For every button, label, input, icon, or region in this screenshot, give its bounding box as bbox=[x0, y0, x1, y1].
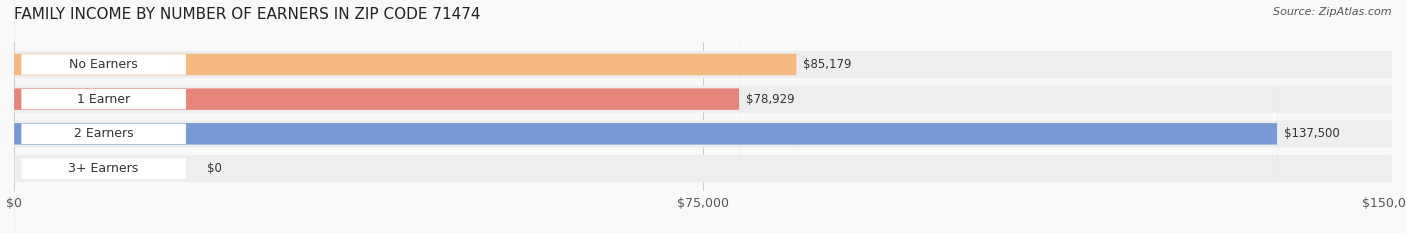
FancyBboxPatch shape bbox=[14, 0, 1392, 233]
FancyBboxPatch shape bbox=[21, 0, 186, 233]
Text: 3+ Earners: 3+ Earners bbox=[69, 162, 139, 175]
FancyBboxPatch shape bbox=[14, 0, 740, 233]
Text: $85,179: $85,179 bbox=[803, 58, 852, 71]
FancyBboxPatch shape bbox=[14, 0, 1392, 233]
Text: No Earners: No Earners bbox=[69, 58, 138, 71]
FancyBboxPatch shape bbox=[21, 0, 186, 233]
Text: FAMILY INCOME BY NUMBER OF EARNERS IN ZIP CODE 71474: FAMILY INCOME BY NUMBER OF EARNERS IN ZI… bbox=[14, 7, 481, 22]
FancyBboxPatch shape bbox=[14, 0, 797, 233]
FancyBboxPatch shape bbox=[21, 0, 186, 233]
Text: $137,500: $137,500 bbox=[1284, 127, 1340, 140]
FancyBboxPatch shape bbox=[14, 0, 1392, 233]
FancyBboxPatch shape bbox=[21, 0, 186, 233]
FancyBboxPatch shape bbox=[14, 0, 1392, 233]
Text: 1 Earner: 1 Earner bbox=[77, 93, 131, 106]
FancyBboxPatch shape bbox=[14, 0, 1277, 233]
Text: Source: ZipAtlas.com: Source: ZipAtlas.com bbox=[1274, 7, 1392, 17]
Text: $78,929: $78,929 bbox=[747, 93, 794, 106]
Text: 2 Earners: 2 Earners bbox=[73, 127, 134, 140]
Text: $0: $0 bbox=[207, 162, 222, 175]
